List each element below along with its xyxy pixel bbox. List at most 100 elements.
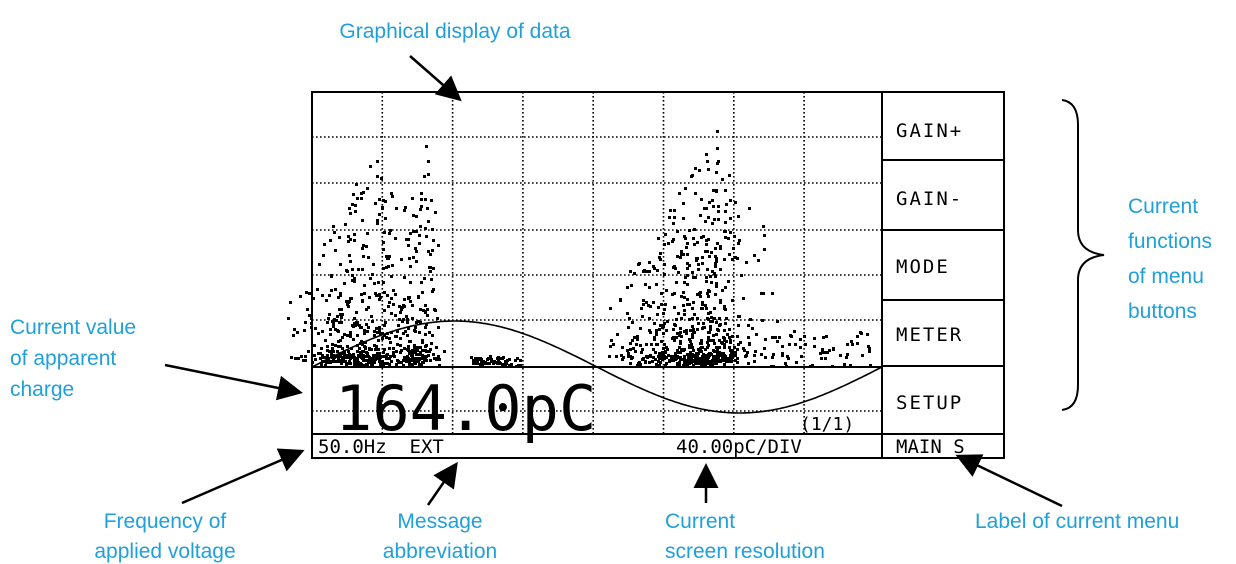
dot — [678, 361, 681, 364]
dot — [326, 349, 329, 352]
dot — [776, 340, 779, 343]
dot — [693, 331, 696, 334]
dot — [828, 349, 831, 352]
dot — [353, 280, 356, 283]
dot — [346, 334, 349, 337]
dot — [680, 253, 683, 256]
dot — [644, 361, 647, 364]
dot — [431, 290, 434, 293]
dot — [412, 359, 415, 362]
dot — [630, 357, 633, 360]
dot — [682, 217, 685, 220]
dot — [378, 326, 381, 329]
dot — [714, 293, 717, 296]
dot — [716, 130, 719, 133]
dot — [431, 228, 434, 231]
dot — [306, 308, 309, 311]
dot — [357, 268, 360, 271]
dot — [407, 327, 410, 330]
dot — [705, 243, 708, 246]
dot — [424, 326, 427, 329]
dot — [715, 260, 718, 263]
dot — [690, 354, 693, 357]
dot — [652, 348, 655, 351]
dot — [349, 333, 352, 336]
dot — [609, 307, 612, 310]
dot — [407, 349, 410, 352]
dot — [386, 294, 389, 297]
dot — [707, 331, 710, 334]
dot — [352, 325, 355, 328]
dot — [799, 346, 802, 349]
dot — [709, 328, 712, 331]
dot — [757, 259, 760, 262]
dot — [668, 216, 671, 219]
dot — [418, 353, 421, 356]
dot — [330, 274, 333, 277]
dot — [362, 359, 365, 362]
dot — [728, 346, 731, 349]
dot — [713, 218, 716, 221]
dot — [800, 355, 803, 358]
dot — [435, 346, 438, 349]
dot — [737, 215, 740, 218]
dot — [652, 265, 655, 268]
dot — [322, 254, 325, 257]
dot — [706, 160, 709, 163]
dot — [390, 360, 393, 363]
dot — [700, 342, 703, 345]
dot — [699, 214, 702, 217]
dot — [706, 341, 709, 344]
dot — [389, 229, 392, 232]
dot — [711, 199, 714, 202]
dot — [635, 343, 638, 346]
dot — [383, 348, 386, 351]
dot — [339, 263, 342, 266]
dot — [417, 357, 420, 360]
annotation-line: Current value — [10, 316, 136, 339]
dot — [368, 348, 371, 351]
dot — [664, 303, 667, 306]
annotation-line: buttons — [1128, 300, 1197, 323]
dot — [705, 153, 708, 156]
dot — [395, 335, 398, 338]
dot — [423, 277, 426, 280]
dot — [334, 249, 337, 252]
dot — [660, 292, 663, 295]
dot — [641, 358, 644, 361]
dot — [634, 350, 637, 353]
dot — [822, 351, 825, 354]
dot — [718, 351, 721, 354]
dot — [733, 346, 736, 349]
dot — [633, 272, 636, 275]
dot — [432, 267, 435, 270]
annotation-line: Frequency of — [104, 510, 227, 533]
dot — [734, 201, 737, 204]
dot — [501, 357, 504, 360]
dot — [731, 299, 734, 302]
dot — [651, 360, 654, 363]
dot — [396, 330, 399, 333]
dot — [723, 343, 726, 346]
dot — [383, 309, 386, 312]
dot — [308, 314, 311, 317]
dot — [387, 305, 390, 308]
dot — [341, 352, 344, 355]
dot — [425, 344, 428, 347]
dot — [419, 225, 422, 228]
dot — [297, 357, 300, 360]
dot — [329, 239, 332, 242]
dot — [431, 334, 434, 337]
dot — [425, 145, 428, 148]
dot — [300, 355, 303, 358]
dot — [795, 361, 798, 364]
dot — [414, 330, 417, 333]
dot — [676, 230, 679, 233]
dot — [856, 342, 859, 345]
dot — [425, 235, 428, 238]
dot — [693, 228, 696, 231]
dot — [516, 357, 519, 360]
dot — [706, 317, 709, 320]
dot — [702, 235, 705, 238]
dot — [739, 341, 742, 344]
